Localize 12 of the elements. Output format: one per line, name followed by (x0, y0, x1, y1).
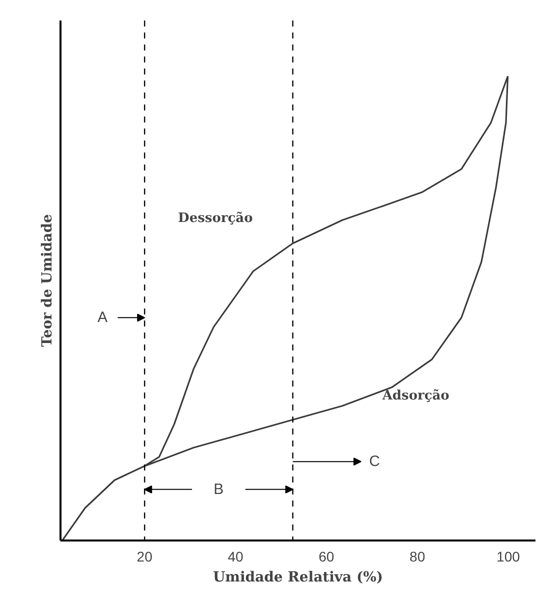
x-tick-label: 60 (318, 548, 334, 564)
x-tick-label: 40 (228, 548, 244, 564)
annotation: C (369, 453, 380, 470)
x-tick-label: 100 (496, 548, 520, 564)
annotation: B (214, 480, 224, 498)
annotation: A (98, 309, 108, 326)
x-tick-label: 20 (136, 548, 153, 564)
series-label: Adsorção (381, 388, 450, 404)
x-tick-label: 80 (410, 548, 426, 564)
text: Dessorção (178, 210, 254, 226)
x-axis-title: Umidade Relativa (%) (212, 570, 384, 586)
y-axis-title: Teor de Umidade (40, 214, 56, 347)
